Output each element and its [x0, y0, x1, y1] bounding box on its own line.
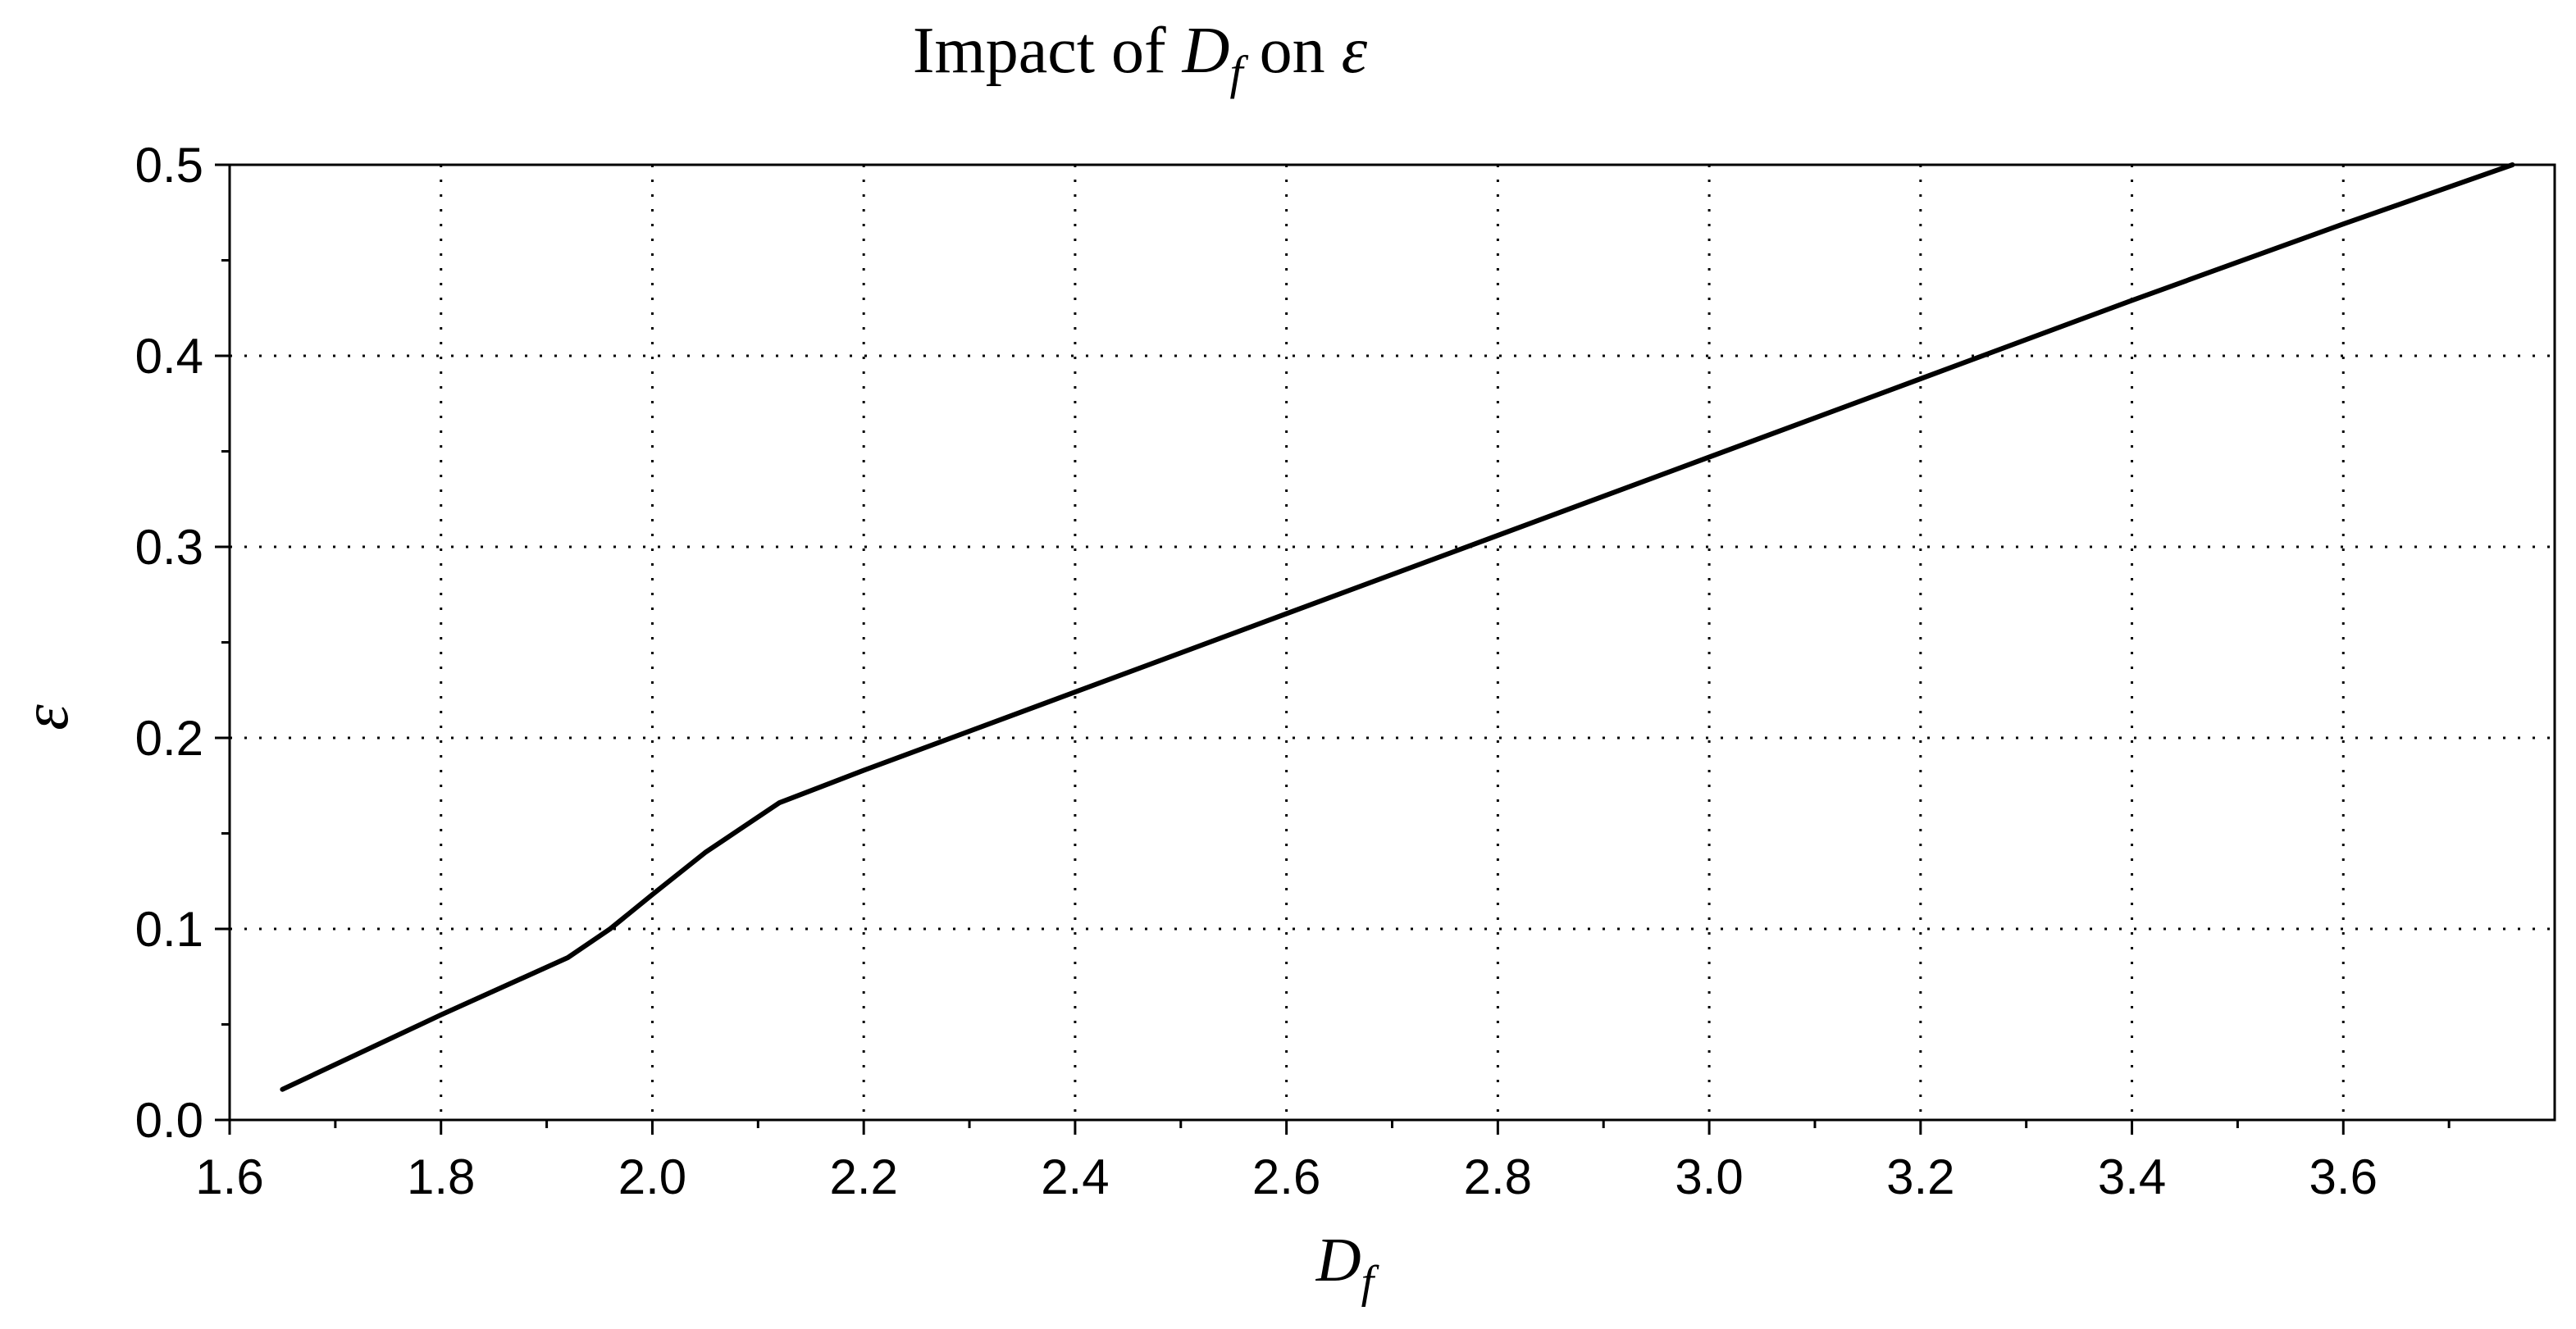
x-tick-label: 2.8	[1464, 1149, 1532, 1204]
data-point	[1073, 690, 1077, 694]
title-prefix: Impact of	[913, 15, 1183, 87]
x-tick-label: 3.6	[2309, 1149, 2378, 1204]
x-axis-label: Df	[1315, 1226, 1380, 1308]
y-tick-label: 0.3	[135, 520, 203, 575]
data-point	[2130, 298, 2134, 303]
y-tick-label: 0.4	[135, 329, 203, 384]
minor-tick-layer	[221, 259, 2451, 1128]
x-tick-label: 1.8	[407, 1149, 475, 1204]
y-tick-label: 0.0	[135, 1093, 203, 1148]
y-tick-label: 0.1	[135, 902, 203, 957]
tick-label-layer: 1.6 1.8 2.0 2.2 2.4 2.6 2.8 3.0 3.2 3.4 3.6 0.0 0.1 0…	[135, 138, 2378, 1204]
data-point	[1284, 612, 1288, 616]
title-target: ε	[1342, 15, 1368, 87]
chart-title: Impact of Df on ε	[913, 15, 1368, 99]
y-axis-label: ε	[10, 704, 82, 730]
x-tick-label: 3.4	[2098, 1149, 2166, 1204]
data-point	[650, 893, 654, 897]
y-tick-label: 0.2	[135, 711, 203, 766]
x-tick-label: 2.6	[1252, 1149, 1320, 1204]
data-point	[608, 927, 612, 931]
data-point	[703, 850, 707, 854]
data-point	[1496, 534, 1500, 538]
data-point	[1918, 376, 1922, 380]
x-axis-label-subscript: f	[1361, 1257, 1380, 1308]
data-point	[777, 801, 782, 805]
title-middle: on	[1243, 15, 1342, 87]
x-tick-label: 2.0	[618, 1149, 686, 1204]
series-line-0	[280, 162, 2515, 1092]
x-tick-label: 2.4	[1041, 1149, 1109, 1204]
data-point	[1707, 455, 1712, 459]
data-point	[862, 768, 866, 772]
title-variable: D	[1182, 15, 1230, 87]
plot-frame	[228, 163, 2556, 1122]
y-tick-label: 0.5	[135, 138, 203, 193]
x-tick-label: 3.0	[1675, 1149, 1743, 1204]
x-tick-label: 1.6	[195, 1149, 263, 1204]
tick-layer	[215, 163, 2345, 1135]
series-layer	[280, 162, 2515, 1092]
x-tick-label: 3.2	[1886, 1149, 1954, 1204]
grid-layer	[230, 165, 2555, 1120]
data-point	[439, 1013, 443, 1017]
data-point	[566, 955, 570, 959]
x-axis-label-main: D	[1315, 1226, 1361, 1295]
data-point	[2341, 222, 2346, 226]
x-tick-label: 2.2	[829, 1149, 897, 1204]
data-point	[280, 1087, 285, 1091]
